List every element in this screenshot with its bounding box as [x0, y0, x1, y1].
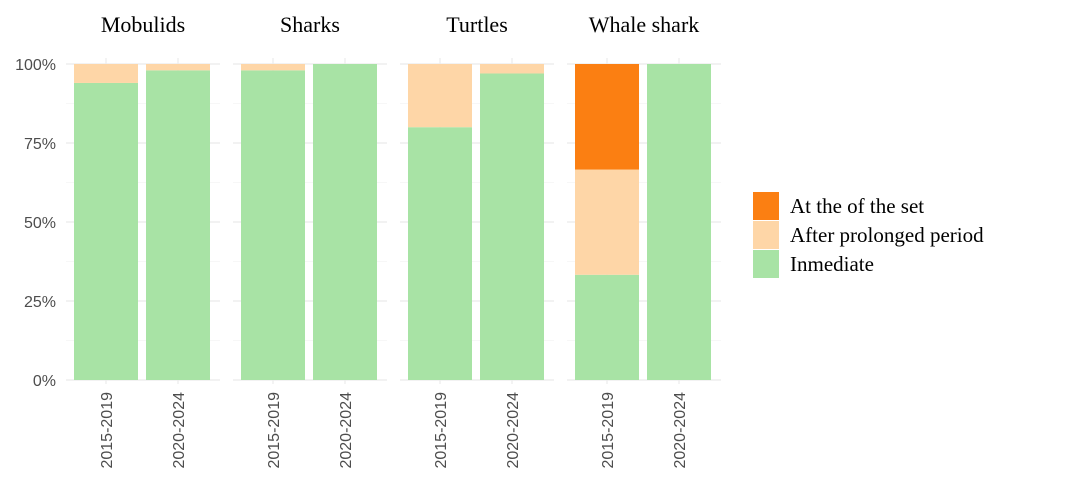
y-axis: 0% 25% 50% 75% 100%: [15, 57, 56, 390]
y-tick-label: 75%: [24, 136, 56, 153]
bar-segment-inmediate: [647, 64, 711, 380]
legend-swatch-after-prolonged-period: [753, 221, 779, 249]
facet-title: Whale shark: [589, 12, 700, 37]
bar-segment-at-the-of-the-set: [575, 64, 639, 170]
bar-segment-inmediate: [408, 127, 472, 380]
bar-segment-after-prolonged-period: [408, 64, 472, 128]
bar-segment-inmediate: [313, 64, 377, 380]
facet-mobulids: Mobulids 2015-2019 2020-2024: [66, 12, 220, 469]
x-tick-label: 2015-2019: [99, 392, 116, 469]
legend-label: Inmediate: [790, 252, 874, 276]
legend: At the of the set After prolonged period I…: [753, 192, 984, 278]
x-tick-label: 2015-2019: [433, 392, 450, 469]
bar-segment-after-prolonged-period: [575, 169, 639, 275]
facet-title: Sharks: [280, 12, 340, 37]
y-tick-label: 0%: [33, 373, 56, 390]
x-tick-label: 2015-2019: [600, 392, 617, 469]
legend-label: After prolonged period: [790, 223, 984, 247]
x-tick-label: 2015-2019: [266, 392, 283, 469]
y-tick-label: 100%: [15, 57, 56, 74]
bar-segment-inmediate: [241, 70, 305, 380]
legend-label: At the of the set: [790, 194, 924, 218]
bar-segment-after-prolonged-period: [241, 64, 305, 71]
x-tick-label: 2020-2024: [505, 392, 522, 469]
y-tick-label: 50%: [24, 215, 56, 232]
facet-panels: Mobulids 2015-2019 2020-2024 Sharks 2015-201…: [66, 12, 721, 469]
bar-segment-after-prolonged-period: [146, 64, 210, 71]
bar-segment-after-prolonged-period: [74, 64, 138, 83]
facet-title: Mobulids: [101, 12, 185, 37]
facet-turtles: Turtles 2015-2019 2020-2024: [400, 12, 554, 469]
bar-segment-inmediate: [480, 73, 544, 380]
bar-segment-inmediate: [74, 82, 138, 381]
x-tick-label: 2020-2024: [171, 392, 188, 469]
bar-segment-after-prolonged-period: [480, 64, 544, 74]
x-tick-label: 2020-2024: [338, 392, 355, 469]
bar-segment-inmediate: [575, 274, 639, 380]
facet-sharks: Sharks 2015-2019 2020-2024: [233, 12, 387, 469]
facet-whale-shark: Whale shark 2015-2019 2020-2024: [567, 12, 721, 469]
x-tick-label: 2020-2024: [672, 392, 689, 469]
legend-swatch-inmediate: [753, 250, 779, 278]
legend-swatch-at-the-of-the-set: [753, 192, 779, 220]
bar-segment-inmediate: [146, 70, 210, 380]
y-tick-label: 25%: [24, 294, 56, 311]
facet-title: Turtles: [446, 12, 508, 37]
